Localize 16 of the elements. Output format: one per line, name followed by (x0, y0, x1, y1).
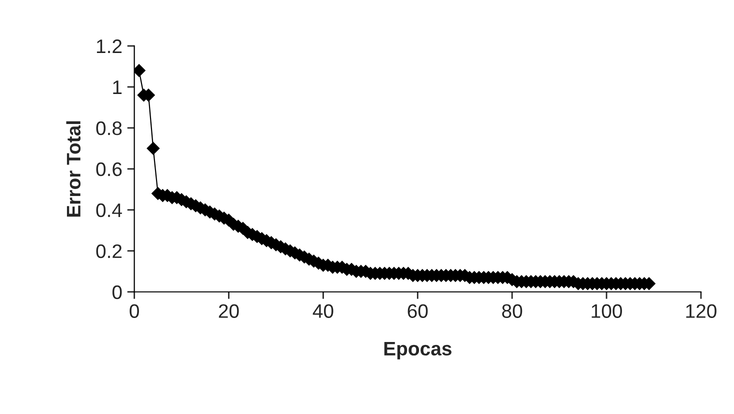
x-tick-label: 40 (312, 304, 334, 318)
y-tick-label: 1 (113, 80, 122, 94)
y-tick-label: 1.2 (96, 39, 122, 53)
x-tick-label: 20 (218, 304, 239, 318)
y-tick-label: 0 (112, 285, 122, 300)
x-tick-label: 120 (686, 304, 716, 318)
y-tick-label: 0.4 (96, 203, 122, 218)
x-axis-title: Epocas (384, 342, 452, 360)
x-tick-label: 0 (130, 304, 139, 318)
y-axis-title: Error Total (66, 121, 81, 217)
x-tick-label: 80 (502, 304, 522, 318)
x-tick-label: 100 (592, 304, 622, 318)
y-tick-label: 0.6 (96, 162, 122, 176)
y-tick-label: 0.2 (96, 244, 122, 258)
y-tick-label: 0.8 (96, 121, 122, 136)
x-tick-label: 60 (408, 304, 428, 318)
